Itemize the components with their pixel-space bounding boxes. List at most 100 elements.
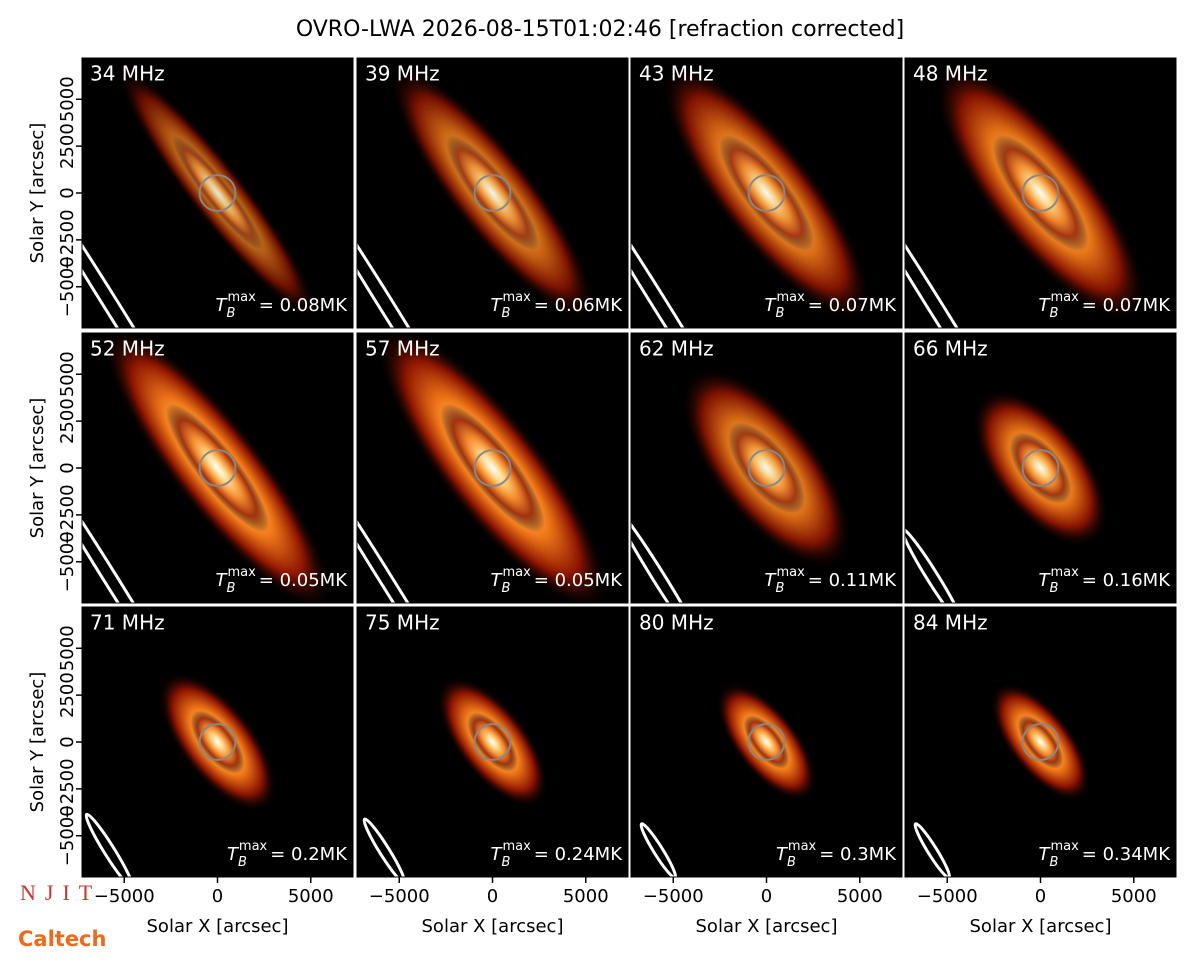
emission bbox=[905, 64, 1147, 328]
tb-sup: max bbox=[239, 839, 268, 854]
tb-symbol: T bbox=[491, 570, 504, 591]
y-tick-label: 5000 bbox=[57, 351, 78, 397]
solar-disk bbox=[198, 449, 237, 487]
panel: 62 MHz TBmax = 0.11MK bbox=[630, 332, 903, 604]
tb-max-label: TBmax = 0.07MK bbox=[765, 290, 898, 321]
beam bbox=[913, 822, 952, 877]
beam bbox=[82, 157, 200, 328]
solar-disk bbox=[1021, 449, 1060, 487]
tb-sup: max bbox=[502, 839, 531, 854]
x-tick-label: 5000 bbox=[1111, 886, 1157, 907]
tb-sub: B bbox=[227, 306, 236, 321]
tb-sub: B bbox=[1050, 581, 1059, 596]
emission-core bbox=[719, 135, 814, 251]
solar-disk bbox=[747, 723, 786, 761]
tb-sub: B bbox=[227, 581, 236, 596]
tb-symbol: T bbox=[491, 844, 504, 865]
tb-value: = 0.06MK bbox=[534, 295, 623, 316]
beam bbox=[905, 527, 964, 603]
emission bbox=[631, 367, 852, 603]
frequency-label: 48 MHz bbox=[913, 62, 988, 86]
tb-value: = 0.07MK bbox=[808, 295, 897, 316]
y-tick-label: 2500 bbox=[57, 123, 78, 169]
tb-sup: max bbox=[776, 290, 805, 305]
tb-value: = 0.05MK bbox=[534, 570, 623, 591]
beam bbox=[631, 504, 705, 603]
emission-core bbox=[440, 403, 545, 533]
x-tick-label: −5000 bbox=[643, 886, 704, 907]
tb-sup: max bbox=[788, 839, 817, 854]
tb-sub: B bbox=[238, 855, 247, 870]
tb-sup: max bbox=[227, 565, 256, 580]
frequency-label: 84 MHz bbox=[913, 611, 988, 635]
logo-njit: NJIT bbox=[20, 880, 101, 905]
x-axis-label: Solar X [arcsec] bbox=[696, 916, 838, 937]
emission bbox=[362, 676, 549, 877]
y-tick-label: 0 bbox=[57, 187, 78, 198]
emission bbox=[905, 389, 1109, 603]
panel: 57 MHz TBmax = 0.05MK bbox=[356, 332, 629, 604]
emission bbox=[631, 64, 872, 328]
chart-title: OVRO-LWA 2026-08-15T01:02:46 [refraction… bbox=[296, 17, 904, 42]
tb-symbol: T bbox=[1039, 295, 1052, 316]
x-tick-label: 5000 bbox=[288, 886, 334, 907]
panel: 48 MHz TBmax = 0.07MK bbox=[904, 57, 1177, 329]
solar-disk bbox=[198, 723, 237, 761]
emission-core bbox=[446, 135, 539, 251]
tb-sub: B bbox=[502, 855, 511, 870]
tb-max-label: TBmax = 0.05MK bbox=[491, 565, 624, 596]
solar-disk bbox=[198, 174, 237, 212]
x-tick-label: 0 bbox=[761, 886, 772, 907]
tb-sub: B bbox=[787, 855, 796, 870]
tb-symbol: T bbox=[216, 295, 229, 316]
frequency-label: 80 MHz bbox=[639, 611, 714, 635]
tb-value: = 0.07MK bbox=[1082, 295, 1171, 316]
tb-symbol: T bbox=[216, 570, 229, 591]
emission-core bbox=[467, 712, 518, 772]
y-axis-label: Solar Y [arcsec] bbox=[27, 672, 48, 813]
tb-max-label: TBmax = 0.34MK bbox=[1039, 839, 1172, 870]
y-tick-label: 2500 bbox=[57, 398, 78, 444]
x-axis-label: Solar X [arcsec] bbox=[147, 916, 289, 937]
y-tick-label: −2500 bbox=[57, 209, 78, 270]
emission bbox=[82, 66, 318, 328]
tb-sup: max bbox=[1050, 839, 1079, 854]
y-tick-label: −5000 bbox=[57, 256, 78, 317]
tb-sub: B bbox=[776, 306, 785, 321]
emission bbox=[357, 333, 609, 603]
x-tick-label: 5000 bbox=[563, 886, 609, 907]
emission bbox=[82, 333, 333, 603]
beam bbox=[905, 157, 1023, 328]
solar-disk bbox=[473, 449, 512, 487]
y-axis-label: Solar Y [arcsec] bbox=[27, 398, 48, 539]
emission bbox=[357, 65, 596, 328]
beam bbox=[82, 440, 196, 603]
beam bbox=[84, 812, 134, 877]
panel-frame bbox=[904, 332, 1177, 604]
emission bbox=[639, 682, 817, 877]
emission bbox=[84, 671, 277, 877]
tb-sub: B bbox=[1050, 306, 1059, 321]
panel-frame bbox=[356, 57, 629, 329]
x-tick-label: 0 bbox=[212, 886, 223, 907]
tb-sub: B bbox=[502, 306, 511, 321]
panel: 80 MHz TBmax = 0.3MK −5000 0 5000 Solar X [arc… bbox=[630, 606, 903, 937]
y-axis-label: Solar Y [arcsec] bbox=[27, 123, 48, 264]
beam bbox=[362, 817, 407, 877]
beam bbox=[357, 157, 475, 328]
emission-core bbox=[1009, 432, 1072, 504]
frequency-label: 34 MHz bbox=[90, 62, 165, 86]
x-tick-label: −5000 bbox=[369, 886, 430, 907]
x-tick-label: −5000 bbox=[917, 886, 978, 907]
x-tick-label: 0 bbox=[487, 886, 498, 907]
y-tick-label: 0 bbox=[57, 736, 78, 747]
solar-disk bbox=[1021, 174, 1060, 212]
x-tick-label: −5000 bbox=[94, 886, 155, 907]
frequency-label: 39 MHz bbox=[365, 62, 440, 86]
panel-frame bbox=[630, 57, 903, 329]
tb-max-label: TBmax = 0.06MK bbox=[491, 290, 624, 321]
y-tick-label: 0 bbox=[57, 462, 78, 473]
y-tick-label: −5000 bbox=[57, 531, 78, 592]
